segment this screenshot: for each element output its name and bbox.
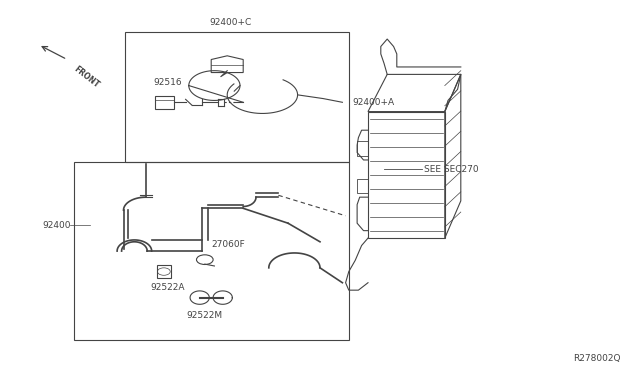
Text: FRONT: FRONT bbox=[72, 64, 101, 89]
Text: R278002Q: R278002Q bbox=[573, 354, 621, 363]
Text: 92400: 92400 bbox=[42, 221, 70, 230]
Text: 92400+A: 92400+A bbox=[352, 98, 394, 107]
Text: 27060F: 27060F bbox=[211, 240, 245, 249]
Text: 92516: 92516 bbox=[154, 78, 182, 87]
Text: 92522A: 92522A bbox=[150, 283, 185, 292]
Text: 92522M: 92522M bbox=[187, 311, 223, 320]
Text: 92400+C: 92400+C bbox=[209, 18, 252, 27]
Text: SEE SEC270: SEE SEC270 bbox=[424, 165, 478, 174]
